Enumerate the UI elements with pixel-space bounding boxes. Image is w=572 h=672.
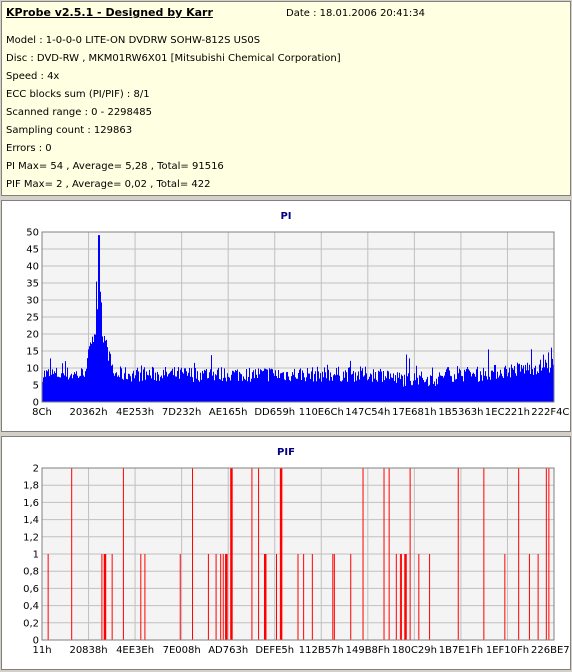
x-tick-label: 4EE3Eh	[116, 645, 154, 656]
y-tick-label: 0,8	[23, 567, 39, 578]
speed-line: Speed : 4x	[6, 71, 60, 82]
plot-border	[41, 231, 555, 403]
plot-border	[41, 467, 555, 641]
y-tick-label: 1,2	[23, 532, 39, 543]
pif-chart: PIF 0 0,2 0,4 0,6 0,8 1 1,2 1,4 1,6 1,8 2 11h 20838h 4…	[23, 447, 572, 656]
y-tick-label: 1,8	[23, 481, 39, 492]
x-tick-label: 149B8Fh	[346, 645, 390, 656]
y-tick-label: 0	[33, 398, 39, 409]
x-tick-label: DD659h	[254, 407, 295, 418]
x-tick-label: 4E253h	[116, 407, 154, 418]
x-tick-label: 112B57h	[299, 645, 344, 656]
x-tick-label: 1B5363h	[438, 407, 483, 418]
range-line: Scanned range : 0 - 2298485	[6, 107, 152, 118]
x-tick-label: 20838h	[69, 645, 107, 656]
x-tick-label: 1EF10Fh	[486, 645, 529, 656]
chart-title: PI	[280, 211, 291, 222]
y-tick-label: 0	[33, 636, 39, 647]
scan-date: Date : 18.01.2006 20:41:34	[286, 8, 425, 19]
x-tick-label: 17E681h	[392, 407, 436, 418]
pi-summary-line: PI Max= 54 , Average= 5,28 , Total= 9151…	[6, 161, 224, 172]
y-tick-label: 0,6	[23, 584, 39, 595]
y-tick-label: 45	[26, 245, 39, 256]
x-tick-label: AD763h	[208, 645, 248, 656]
pi-chart-panel: PI 0 5 10 15 20 25 30 35 40 45 50 8Ch 20362h 4E253h 7D2…	[1, 200, 572, 432]
x-tick-label: 1EC221h	[485, 407, 530, 418]
pif-chart-panel: PIF 0 0,2 0,4 0,6 0,8 1 1,2 1,4 1,6 1,8 2 11h 20838h 4…	[1, 436, 572, 670]
y-tick-label: 50	[26, 228, 39, 239]
pif-summary-line: PIF Max= 2 , Average= 0,02 , Total= 422	[6, 179, 211, 190]
y-tick-label: 35	[26, 279, 39, 290]
sampling-line: Sampling count : 129863	[6, 125, 133, 136]
x-tick-label: 11h	[32, 645, 51, 656]
y-tick-label: 1,4	[23, 515, 39, 526]
info-panel: KProbe v2.5.1 - Designed by Karr Date : …	[1, 1, 571, 196]
x-tick-label: 147C54h	[345, 407, 390, 418]
model-line: Model : 1-0-0-0 LITE-ON DVDRW SOHW-812S …	[6, 35, 261, 46]
y-tick-label: 0,2	[23, 618, 39, 629]
chart-title: PIF	[277, 447, 295, 458]
x-tick-label: 222F4Ch	[531, 407, 570, 418]
x-tick-label: 226BE7h	[531, 645, 570, 656]
y-tick-label: 1,6	[23, 498, 39, 509]
ecc-line: ECC blocks sum (PI/PIF) : 8/1	[6, 89, 150, 100]
y-tick-label: 10	[26, 364, 39, 375]
x-tick-label: AE165h	[209, 407, 248, 418]
x-tick-label: 180C29h	[392, 645, 437, 656]
x-tick-label: 1B7E1Fh	[439, 645, 483, 656]
errors-line: Errors : 0	[6, 143, 52, 154]
x-tick-label: 7D232h	[162, 407, 202, 418]
pi-chart: PI 0 5 10 15 20 25 30 35 40 45 50 8Ch 20362h 4E253h 7D2…	[26, 211, 572, 418]
y-tick-label: 25	[26, 313, 39, 324]
x-tick-label: DEFE5h	[255, 645, 294, 656]
y-tick-label: 2	[33, 464, 39, 475]
x-tick-label: 110E6Ch	[299, 407, 344, 418]
x-tick-label: 7E008h	[163, 645, 201, 656]
y-tick-label: 15	[26, 347, 39, 358]
y-tick-label: 0,4	[23, 601, 39, 612]
app-title: KProbe v2.5.1 - Designed by Karr	[6, 6, 213, 19]
y-tick-label: 1	[33, 550, 39, 561]
y-tick-label: 5	[33, 381, 39, 392]
y-tick-label: 40	[26, 262, 39, 273]
disc-line: Disc : DVD-RW , MKM01RW6X01 [Mitsubishi …	[6, 53, 341, 64]
y-tick-label: 20	[26, 330, 39, 341]
x-tick-label: 8Ch	[32, 407, 52, 418]
x-tick-label: 20362h	[69, 407, 107, 418]
y-tick-label: 30	[26, 296, 39, 307]
